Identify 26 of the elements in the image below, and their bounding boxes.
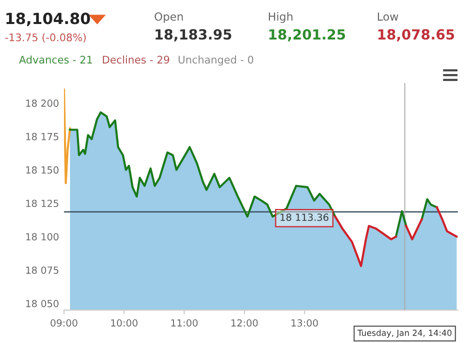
annotation: 18 113.36 — [280, 214, 328, 221]
chart-subtitle: -13.75 (-0.08%) — [5, 33, 86, 43]
chart-title: 18,104.80 — [6, 12, 90, 26]
text: Unchanged - 0 — [178, 56, 254, 66]
text: Advances - 21 — [19, 56, 92, 64]
text: 18,078.65 — [378, 29, 454, 42]
y-tick-label: 18 150 — [26, 166, 58, 174]
text: Low — [378, 12, 398, 21]
y-tick-label: 18 100 — [26, 233, 58, 240]
x-tick-label: 09:00 — [50, 319, 78, 327]
y-tick-label: 18 050 — [26, 300, 58, 308]
x-tick-label: 13:00 — [292, 319, 318, 327]
y-tick-label: 18 125 — [26, 200, 58, 208]
text: Open — [154, 12, 183, 23]
text: Declines - 29 — [102, 56, 170, 64]
x-tick-label: 10:00 — [111, 319, 138, 327]
y-tick-label: 18 075 — [26, 266, 58, 274]
x-tick-label: 11:00 — [171, 319, 198, 327]
text: Tuesday, Jan 24, 14:40 — [357, 330, 452, 338]
y-tick-label: 18 200 — [26, 100, 58, 107]
x-tick-label: 12:00 — [231, 319, 258, 327]
text: 18,183.95 — [156, 29, 232, 42]
text: 18,201.25 — [269, 29, 346, 42]
y-tick-label: 18 175 — [26, 132, 58, 140]
line-series — [64, 88, 72, 184]
text: High — [268, 12, 292, 23]
